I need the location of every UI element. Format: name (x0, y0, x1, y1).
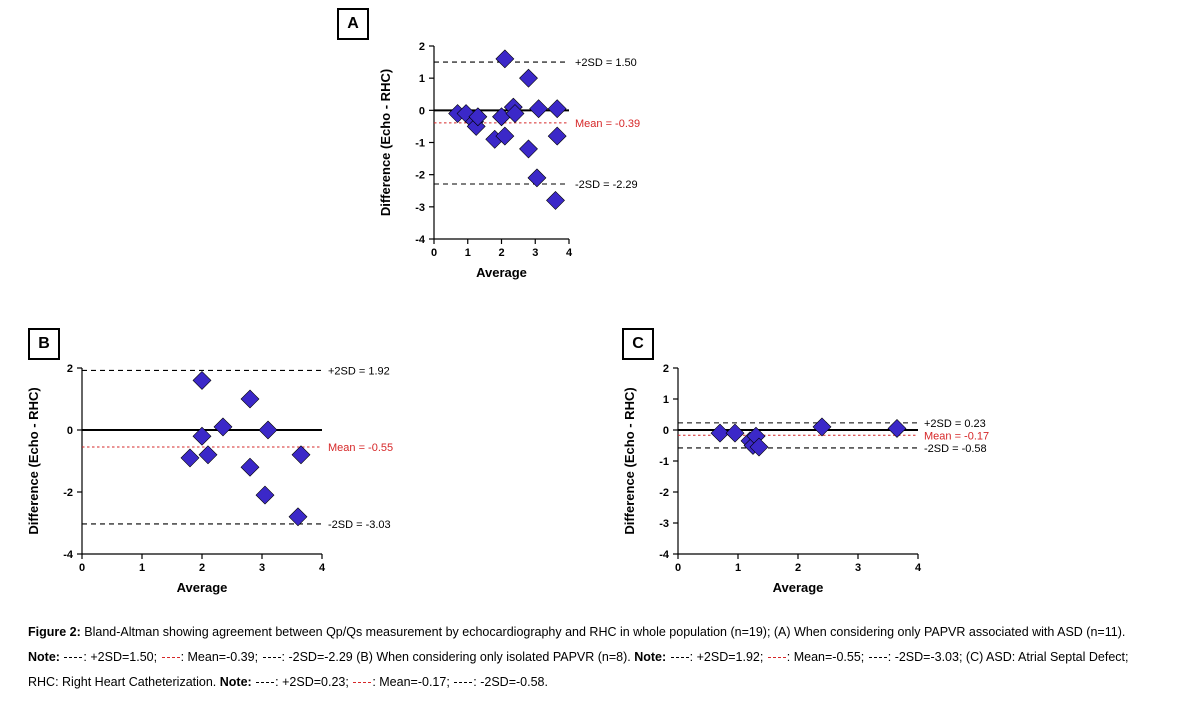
svg-text:Difference (Echo - RHC): Difference (Echo - RHC) (622, 387, 637, 534)
panel-letter-c: C (632, 335, 644, 353)
panel-letter-box-a: A (337, 8, 369, 40)
caption-title: Figure 2: (28, 625, 81, 639)
svg-text:-2SD = -3.03: -2SD = -3.03 (328, 519, 391, 531)
figure-caption: Figure 2: Bland-Altman showing agreement… (28, 620, 1158, 695)
panel-letter-a: A (347, 15, 359, 33)
svg-text:2: 2 (795, 562, 801, 574)
caption-text-1: Bland-Altman showing agreement between Q… (81, 625, 1126, 639)
svg-text:Average: Average (177, 580, 228, 595)
caption-c3: : -2SD=-0.58. (473, 675, 548, 689)
svg-text:2: 2 (663, 363, 669, 375)
svg-text:4: 4 (319, 562, 326, 574)
dash-icon (162, 657, 180, 658)
svg-text:-2: -2 (659, 487, 669, 499)
svg-text:Difference (Echo - RHC): Difference (Echo - RHC) (378, 69, 393, 216)
dash-icon (263, 657, 281, 658)
svg-text:Average: Average (476, 265, 527, 280)
svg-text:-2: -2 (415, 170, 425, 182)
caption-b1: : +2SD=1.92; (690, 650, 767, 664)
svg-text:3: 3 (855, 562, 861, 574)
svg-text:1: 1 (419, 73, 425, 85)
svg-text:-1: -1 (659, 456, 669, 468)
svg-text:0: 0 (67, 425, 73, 437)
svg-text:1: 1 (465, 247, 471, 259)
svg-text:-4: -4 (659, 549, 670, 561)
dash-icon (256, 682, 274, 683)
panel-letter-b: B (38, 335, 50, 353)
svg-text:-3: -3 (659, 518, 669, 530)
dash-icon (454, 682, 472, 683)
caption-b2: : Mean=-0.55; (787, 650, 868, 664)
svg-text:3: 3 (532, 247, 538, 259)
svg-text:Average: Average (773, 580, 824, 595)
caption-c1: : +2SD=0.23; (275, 675, 352, 689)
svg-text:2: 2 (67, 363, 73, 375)
dash-icon (869, 657, 887, 658)
dash-icon (353, 682, 371, 683)
chart-a: 0 1 2 3 4 -4 -3 -2 -1 0 1 2 +2SD = 1.50 -2SD = -2.29 M… (376, 38, 661, 283)
chart-c: 0 1 2 3 4 -4 -3 -2 -1 0 1 2 +2SD = 0.23 -2SD = -0.58M… (620, 360, 1010, 598)
caption-note-3: Note: (220, 675, 255, 689)
caption-note-1: Note: (28, 650, 63, 664)
svg-text:0: 0 (419, 105, 425, 117)
svg-text:1: 1 (663, 394, 669, 406)
panel-letter-box-b: B (28, 328, 60, 360)
svg-text:-1: -1 (415, 138, 425, 150)
svg-text:+2SD = 1.50: +2SD = 1.50 (575, 57, 637, 69)
svg-text:4: 4 (915, 562, 922, 574)
caption-c2: : Mean=-0.17; (372, 675, 453, 689)
svg-text:-3: -3 (415, 202, 425, 214)
svg-text:Mean = -0.39: Mean = -0.39 (575, 118, 640, 130)
svg-text:1: 1 (139, 562, 145, 574)
svg-text:0: 0 (663, 425, 669, 437)
svg-text:-4: -4 (415, 234, 426, 246)
svg-text:3: 3 (259, 562, 265, 574)
svg-text:0: 0 (675, 562, 681, 574)
svg-text:Mean = -0.55: Mean = -0.55 (328, 442, 393, 454)
svg-text:4: 4 (566, 247, 573, 259)
caption-a3: : -2SD=-2.29 (B) When considering only i… (282, 650, 635, 664)
svg-text:Mean = -0.17: Mean = -0.17 (924, 430, 989, 442)
caption-a1: : +2SD=1.50; (83, 650, 160, 664)
svg-text:+2SD = 0.23: +2SD = 0.23 (924, 418, 986, 430)
svg-text:-2SD = -2.29: -2SD = -2.29 (575, 179, 638, 191)
dash-icon (671, 657, 689, 658)
svg-text:0: 0 (79, 562, 85, 574)
svg-text:Difference (Echo - RHC): Difference (Echo - RHC) (26, 387, 41, 534)
svg-text:2: 2 (199, 562, 205, 574)
chart-b: 0 1 2 3 4 -4 -2 0 2 +2SD = 1.92 -2SD = -3.03 Mean =… (24, 360, 414, 598)
dash-icon (768, 657, 786, 658)
svg-text:1: 1 (735, 562, 741, 574)
svg-text:2: 2 (498, 247, 504, 259)
svg-text:0: 0 (431, 247, 437, 259)
svg-text:-2: -2 (63, 487, 73, 499)
svg-text:-4: -4 (63, 549, 74, 561)
svg-text:-2SD = -0.58: -2SD = -0.58 (924, 443, 987, 455)
caption-a2: : Mean=-0.39; (181, 650, 262, 664)
caption-note-2: Note: (634, 650, 669, 664)
svg-text:+2SD = 1.92: +2SD = 1.92 (328, 365, 390, 377)
panel-letter-box-c: C (622, 328, 654, 360)
dash-icon (64, 657, 82, 658)
svg-text:2: 2 (419, 41, 425, 53)
